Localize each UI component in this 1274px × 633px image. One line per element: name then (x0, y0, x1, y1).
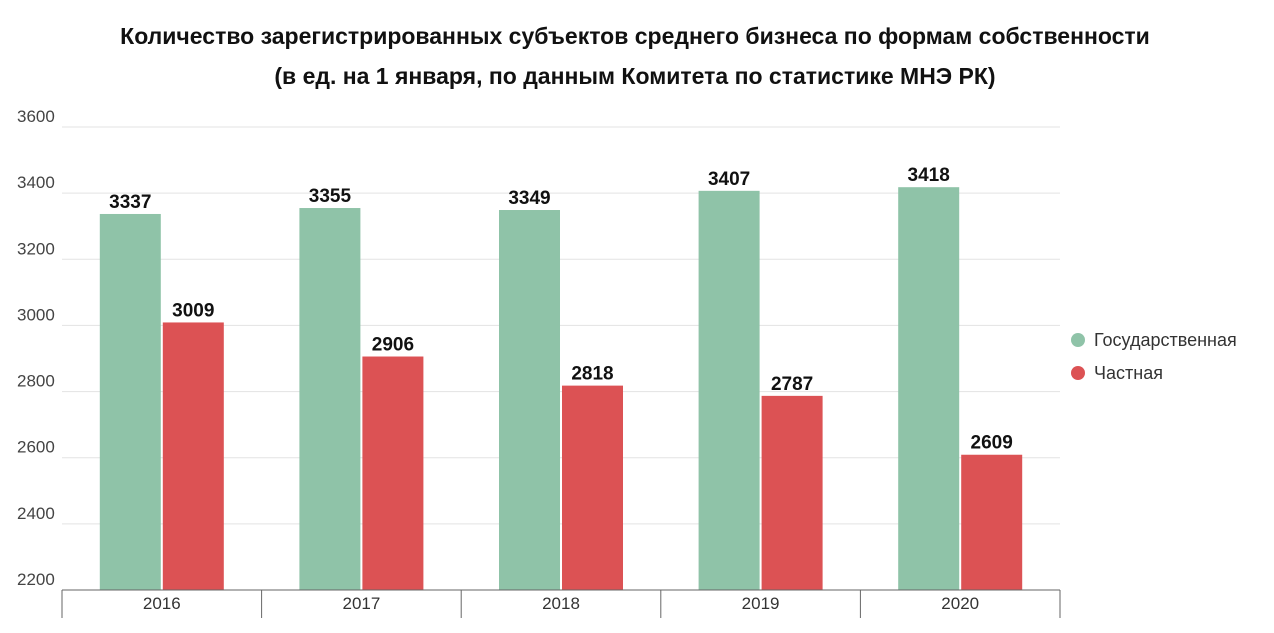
x-tick-label: 2019 (742, 594, 780, 613)
x-tick-label: 2017 (342, 594, 380, 613)
bar (761, 395, 823, 590)
bar (562, 385, 623, 590)
data-labels: 3337 3009 3355 2906 3349 2818 3407 2787 3418 2609 (109, 165, 1013, 454)
data-label: 2818 (571, 364, 613, 385)
data-label: 3349 (508, 188, 550, 209)
bar (99, 213, 161, 591)
data-label: 3407 (708, 169, 750, 190)
bar (299, 208, 361, 590)
y-tick-label: 3600 (17, 107, 55, 126)
data-label: 2609 (971, 433, 1013, 454)
x-tick-label: 2016 (143, 594, 181, 613)
data-label: 3355 (309, 186, 352, 207)
data-label: 2906 (372, 335, 414, 356)
bar (362, 356, 424, 590)
legend: Государственная Частная (1071, 330, 1237, 383)
bar (499, 210, 560, 591)
y-tick-label: 2200 (17, 570, 55, 589)
y-tick-label: 3200 (17, 239, 55, 258)
legend-marker (1071, 366, 1085, 380)
chart-subtitle: (в ед. на 1 января, по данным Комитета п… (274, 63, 995, 89)
data-label: 2787 (771, 374, 813, 395)
data-label: 3009 (172, 300, 214, 321)
y-axis-ticks: 2200 2400 2600 2800 3000 3200 3400 3600 (17, 107, 55, 589)
bar (898, 187, 960, 590)
legend-label: Частная (1094, 363, 1163, 383)
data-label: 3418 (908, 165, 950, 186)
data-label: 3337 (109, 192, 151, 213)
chart-title: Количество зарегистрированных субъектов … (120, 23, 1150, 49)
y-tick-label: 2400 (17, 504, 55, 523)
y-tick-label: 3000 (17, 305, 55, 324)
bar (961, 454, 1023, 590)
y-tick-label: 2600 (17, 438, 55, 457)
x-tick-label: 2018 (542, 594, 580, 613)
y-tick-label: 3400 (17, 173, 55, 192)
legend-label: Государственная (1094, 330, 1237, 350)
bars (99, 187, 1023, 591)
bar (162, 322, 224, 590)
x-axis: 2016 2017 2018 2019 2020 (61, 589, 1061, 618)
y-tick-label: 2800 (17, 372, 55, 391)
gridlines (62, 126, 1060, 525)
legend-marker (1071, 333, 1085, 347)
bar (698, 190, 760, 590)
x-tick-label: 2020 (941, 594, 979, 613)
